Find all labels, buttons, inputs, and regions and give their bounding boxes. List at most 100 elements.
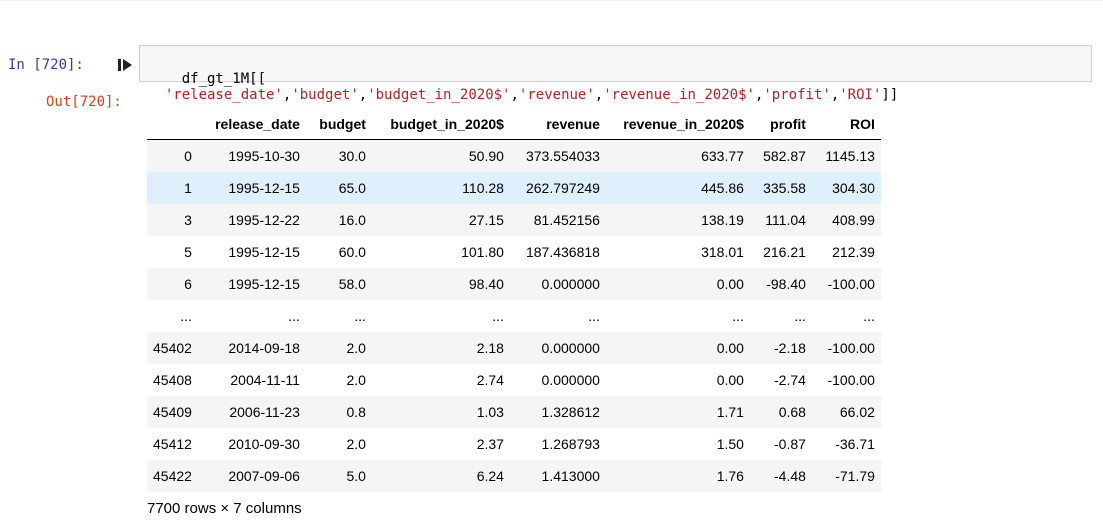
table-cell: 1.413000 [509,460,606,492]
code-input-area[interactable]: df_gt_1M[[ 'release_date','budget','budg… [139,45,1092,103]
table-cell: ... [863,308,875,324]
table-cell: -0.87 [774,436,806,452]
table-cell: 2004-11-11 [230,372,300,388]
code-comma: , [510,87,519,103]
table-cell: -71.79 [811,460,881,492]
table-cell: 318.01 [701,244,744,260]
table-cell: 1995-12-15 [228,244,300,260]
table-cell: 2.0 [305,332,372,364]
table-cell: 335.58 [749,172,812,204]
column-header: budget [305,108,372,140]
table-cell: -100.00 [811,268,881,300]
table-cell: 2007-09-06 [197,460,306,492]
table-cell: 2.74 [476,372,504,388]
table-cell: 138.19 [605,204,750,236]
table-cell: 0.8 [305,396,372,428]
table-cell: ... [492,308,504,324]
row-index-cell: 5 [184,244,192,260]
table-cell: 0.000000 [541,372,600,388]
table-cell: -2.74 [774,372,806,388]
table-cell: -100.00 [827,372,875,388]
table-row: 5 1995-12-15 60.0 101.80 187.436818 318.01 216… [147,236,881,268]
table-cell: 30.0 [305,139,372,172]
row-index-cell: ... [180,308,192,324]
table-cell: 445.86 [605,172,750,204]
table-cell: ... [794,308,806,324]
table-cell: 187.436818 [525,244,600,260]
row-index-cell: 45408 [153,372,192,388]
table-cell: 408.99 [811,204,881,236]
table-cell: -100.00 [811,332,881,364]
table-row: ........................ [147,300,881,332]
code-comma: , [358,87,368,103]
column-header: revenue_in_2020$ [605,108,750,140]
table-cell: 1.03 [371,396,510,428]
table-row: 1 1995-12-15 65.0 110.28 262.797249 445.86 335… [147,172,881,204]
table-cell: 58.0 [305,268,372,300]
table-cell: 98.40 [371,268,510,300]
table-cell: 1995-10-30 [197,139,306,172]
row-index-cell: 45422 [147,460,198,492]
table-body: 0 1995-10-30 30.0 50.90 373.554033 633.77 582.… [147,139,881,492]
table-cell: 1.268793 [541,436,600,452]
table-cell: 0.00 [605,268,750,300]
column-header: ROI [811,108,881,140]
table-cell: 2.18 [371,332,510,364]
table-cell: ... [732,308,744,324]
input-prompt: In [720]: [8,57,84,73]
table-cell: 2.0 [346,372,366,388]
table-cell: 633.77 [605,139,750,172]
table-cell: ... [588,308,600,324]
table-row: 45422 2007-09-06 5.0 6.24 1.413000 1.76 -4.48-… [147,460,881,492]
table-row: 45409 2006-11-23 0.8 1.03 1.328612 1.71 0.68 66… [147,396,881,428]
column-header: profit [749,108,812,140]
table-cell: 212.39 [832,244,875,260]
table-cell: ... [354,308,366,324]
code-comma: , [594,87,604,103]
row-index-cell: 45412 [153,436,192,452]
table-header-row: release_date budget budget_in_2020$ reve… [147,108,881,140]
column-header: release_date [197,108,306,140]
table-cell: 0.000000 [509,268,606,300]
row-index-cell: 6 [147,268,198,300]
table-cell: 216.21 [763,244,806,260]
table-cell: 1.76 [605,460,750,492]
table-cell: 304.30 [811,172,881,204]
table-cell: 2.0 [346,436,366,452]
code-string-literal: 'release_date' [164,87,283,103]
table-shape-summary: 7700 rows × 7 columns [147,500,302,517]
table-cell: 66.02 [811,396,881,428]
table-cell: 0.000000 [509,332,606,364]
code-string-literal: 'budget_in_2020$' [367,87,511,103]
run-cell-icon[interactable] [118,57,132,73]
row-index-cell: 45409 [147,396,198,428]
table-cell: 5.0 [305,460,372,492]
code-line[interactable]: df_gt_1M[[ 'release_date','budget','budg… [148,55,898,103]
column-header: budget_in_2020$ [371,108,510,140]
table-row: 3 1995-12-22 16.0 27.15 81.452156 138.19 111.0… [147,204,881,236]
column-header: revenue [509,108,606,140]
row-index-cell: 1 [147,172,198,204]
table-cell: 6.24 [371,460,510,492]
table-cell: 27.15 [371,204,510,236]
table-cell: 50.90 [371,139,510,172]
code-string-literal: 'profit' [763,87,831,103]
table-cell: 0.00 [605,332,750,364]
code-string-literal: 'ROI' [839,87,882,103]
table-cell: 0.68 [749,396,812,428]
table-cell: 2014-09-18 [197,332,306,364]
row-index-cell: 3 [147,204,198,236]
table-cell: -98.40 [749,268,812,300]
table-cell: 1995-12-15 [197,268,306,300]
table-cell: 1.328612 [509,396,606,428]
table-cell: 65.0 [305,172,372,204]
table-cell: 60.0 [338,244,366,260]
table-row: 45408 2004-11-11 2.0 2.74 0.000000 0.00 -2.74 -… [147,364,881,396]
table-cell: 262.797249 [509,172,606,204]
table-row: 45412 2010-09-30 2.0 2.37 1.268793 1.50 -0.87 -… [147,428,881,460]
table-cell: 1.71 [605,396,750,428]
table-cell: 2006-11-23 [197,396,306,428]
table-cell: 1.50 [716,436,744,452]
code-comma: , [754,87,764,103]
table-cell: 582.87 [749,139,812,172]
